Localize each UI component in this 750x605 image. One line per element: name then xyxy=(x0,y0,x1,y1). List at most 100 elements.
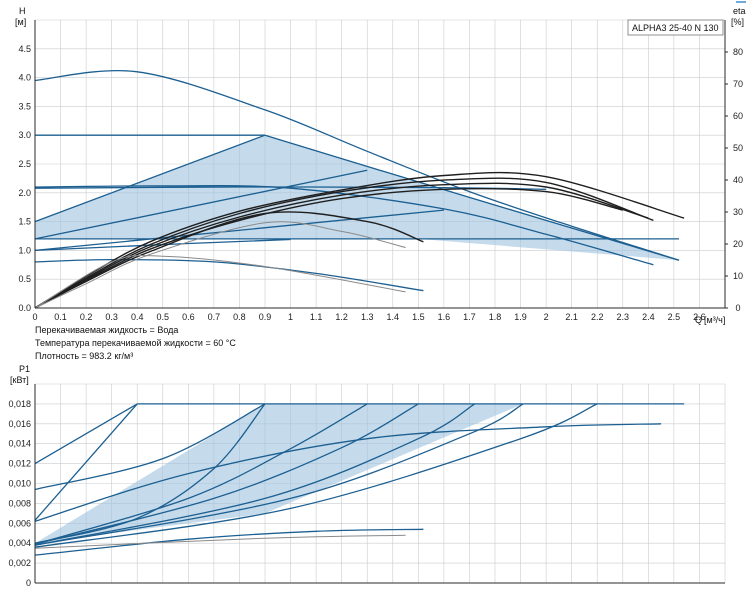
head-y-tick-label: 2.0 xyxy=(18,188,31,198)
head-y-tick-label: 0.0 xyxy=(18,303,31,313)
head-y-tick-label: 4.5 xyxy=(18,44,31,54)
head-curve-17 xyxy=(34,254,406,309)
power-y-tick-label: 0,010 xyxy=(8,479,31,489)
head-curve-16 xyxy=(34,221,406,309)
head-curve-6 xyxy=(34,169,368,240)
head-curve-13 xyxy=(34,182,649,309)
power-curve-10 xyxy=(34,423,662,522)
y2-tick-label: 40 xyxy=(733,175,743,185)
power-y-tick-label: 0,004 xyxy=(8,538,31,548)
model-label-box xyxy=(627,19,724,36)
head-x-tick-label: 1.5 xyxy=(412,312,425,322)
power-curve-9 xyxy=(34,403,598,548)
top-x-axis-label: Q xyxy=(695,315,702,325)
y2-tick-label: 20 xyxy=(733,239,743,249)
head-y-tick-label: 1.0 xyxy=(18,245,31,255)
head-x-tick-label: 1.2 xyxy=(335,312,348,322)
head-curve-12 xyxy=(34,177,654,309)
power-y-tick-label: 0,002 xyxy=(8,558,31,568)
top-y2-axis-label: eta xyxy=(733,6,746,16)
power-curve-5 xyxy=(34,403,368,545)
head-curve-3 xyxy=(264,134,680,261)
head-x-tick-label: 2.5 xyxy=(668,312,681,322)
power-y-tick-label: 0,006 xyxy=(8,518,31,528)
head-curve-9 xyxy=(34,238,291,252)
head-x-tick-label: 2.3 xyxy=(617,312,630,322)
top-y-axis-label: H xyxy=(19,6,26,16)
power-curve-7 xyxy=(34,403,475,546)
power-curve-12 xyxy=(34,534,406,549)
y2-tick-label: 30 xyxy=(733,207,743,217)
head-x-tick-label: 2.4 xyxy=(642,312,655,322)
power-curve-8 xyxy=(34,403,524,546)
power-y-tick-label: 0,018 xyxy=(8,399,31,409)
head-x-tick-label: 0.3 xyxy=(105,312,118,322)
head-y-tick-label: 2.5 xyxy=(18,159,31,169)
power-y-tick-label: 0 xyxy=(26,578,31,588)
head-x-tick-label: 2.1 xyxy=(565,312,578,322)
top-y2-axis-unit: [%] xyxy=(731,17,744,27)
head-curve-10 xyxy=(34,258,424,292)
note-density: Плотность = 983.2 кг/м³ xyxy=(35,351,133,361)
top-operating-band xyxy=(35,135,679,261)
head-x-tick-label: 0 xyxy=(32,312,37,322)
top-series-group xyxy=(34,69,685,309)
top-grid xyxy=(34,19,726,309)
head-y-tick-label: 3.0 xyxy=(18,130,31,140)
top-axes xyxy=(34,20,726,309)
y2-tick-label: 60 xyxy=(733,111,743,121)
y2-tick-label: 50 xyxy=(733,143,743,153)
head-y-tick-label: 4.0 xyxy=(18,73,31,83)
head-x-tick-label: 1.4 xyxy=(387,312,400,322)
head-y-tick-label: 0.5 xyxy=(18,274,31,284)
bottom-tick-labels: 0 0,002 0,004 0,006 0,008 0,010 0,012 0,014 0,01… xyxy=(8,399,31,588)
bottom-y-axis-label: P1 xyxy=(19,364,30,374)
head-x-tick-label: 2.2 xyxy=(591,312,604,322)
note-fluid: Перекачиваемая жидкость = Вода xyxy=(35,325,178,335)
power-curve-11 xyxy=(34,528,424,556)
head-x-tick-label: 2 xyxy=(544,312,549,322)
head-y-tick-label: 1.5 xyxy=(18,217,31,227)
head-x-tick-label: 1.8 xyxy=(489,312,502,322)
power-curve-1 xyxy=(34,403,266,491)
head-x-tick-label: 0.6 xyxy=(182,312,195,322)
chart-title: ALPHA3 25-40 N 130 xyxy=(632,23,719,33)
power-curve-0 xyxy=(34,403,138,521)
note-temperature: Температура перекачиваемой жидкости = 60… xyxy=(35,338,236,348)
head-x-tick-label: 0.8 xyxy=(233,312,246,322)
top-y-axis-unit: [м] xyxy=(15,17,26,27)
power-curve-6 xyxy=(34,403,419,545)
y2-tick-label: 70 xyxy=(733,79,743,89)
head-x-tick-label: 1 xyxy=(288,312,293,322)
head-x-tick-label: 0.4 xyxy=(131,312,144,322)
head-x-tick-label: 0.7 xyxy=(208,312,221,322)
bottom-y-axis-unit: [кВт] xyxy=(10,375,29,385)
operating-range-band xyxy=(35,135,679,261)
power-curve-4 xyxy=(34,403,266,544)
head-x-tick-label: 1.9 xyxy=(514,312,527,322)
head-x-tick-label: 1.7 xyxy=(463,312,476,322)
power-y-tick-label: 0,008 xyxy=(8,498,31,508)
y2-tick-label: 10 xyxy=(733,271,743,281)
head-curve-4 xyxy=(34,185,654,266)
head-x-tick-label: 0.5 xyxy=(157,312,170,322)
head-curve-14 xyxy=(34,187,623,309)
head-x-tick-label: 2.6 xyxy=(693,312,706,322)
head-x-tick-label: 1.1 xyxy=(310,312,323,322)
head-x-tick-label: 1.6 xyxy=(438,312,451,322)
power-curve-2 xyxy=(34,403,138,465)
head-curve-2 xyxy=(34,134,266,223)
bottom-series-group xyxy=(34,403,685,556)
top-tick-labels: 0.0 0.5 1.0 1.5 2.0 2.5 3.0 3.5 4.0 4.5 0 0.1 0.2 0.3… xyxy=(18,44,743,322)
top-x-axis-unit: [м³/ч] xyxy=(704,315,725,325)
power-y-tick-label: 0,012 xyxy=(8,459,31,469)
head-curve-0 xyxy=(34,69,680,261)
head-curve-7 xyxy=(34,209,444,252)
y2-tick-label: 80 xyxy=(733,47,743,57)
head-curve-15 xyxy=(34,211,424,309)
y2-tick-label: 0 xyxy=(735,303,740,313)
bottom-axes xyxy=(34,384,725,584)
power-y-tick-label: 0,016 xyxy=(8,419,31,429)
